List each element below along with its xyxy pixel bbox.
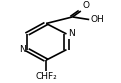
Text: CHF₂: CHF₂ (35, 72, 57, 81)
Text: O: O (82, 1, 89, 10)
Text: N: N (19, 45, 26, 54)
Text: OH: OH (90, 15, 104, 24)
Text: N: N (68, 29, 74, 38)
